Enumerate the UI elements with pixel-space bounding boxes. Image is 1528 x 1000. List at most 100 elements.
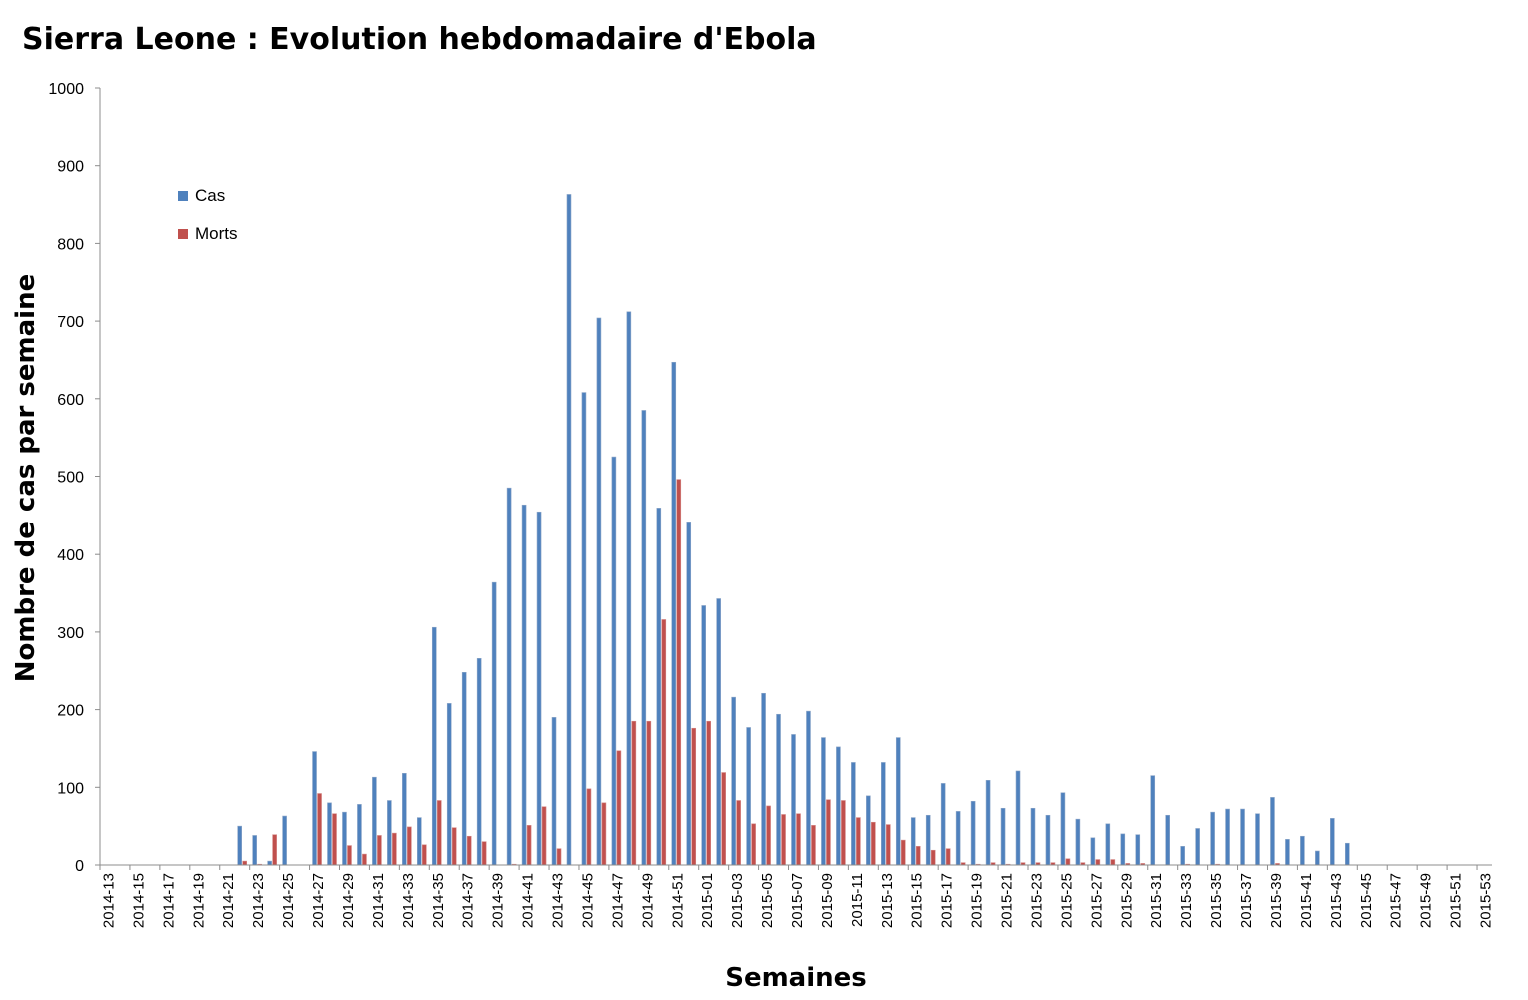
bar-cas-2015-18 — [955, 811, 961, 866]
x-tick-label: 2014-25 — [280, 873, 297, 928]
x-tick-label: 2015-27 — [1088, 873, 1105, 928]
bar-cas-2015-41 — [1300, 835, 1305, 866]
x-tick-label: 2015-47 — [1388, 873, 1405, 928]
bar-cas-2015-07 — [791, 734, 796, 866]
x-tick-label: 2014-31 — [370, 873, 387, 928]
bar-cas-2014-49 — [641, 410, 647, 866]
x-tick-label: 2014-21 — [220, 873, 237, 928]
bar-cas-2015-30 — [1135, 834, 1141, 866]
bar-cas-2015-14 — [895, 737, 901, 866]
x-tick-label: 2014-41 — [520, 873, 537, 928]
bar-morts-2015-07 — [796, 813, 801, 866]
bar-cas-2015-13 — [881, 762, 886, 866]
x-tick-label: 2014-43 — [550, 873, 567, 928]
bar-morts-2015-17 — [945, 848, 951, 866]
bar-cas-2014-22 — [237, 825, 242, 866]
x-tick-label: 2015-13 — [879, 873, 896, 928]
y-tick-label: 500 — [57, 470, 84, 487]
bar-morts-2014-34 — [422, 844, 427, 866]
bar-morts-2014-30 — [362, 853, 367, 866]
bar-morts-2015-06 — [781, 814, 786, 866]
x-tick-label: 2015-37 — [1238, 873, 1255, 928]
bar-morts-2014-51 — [676, 479, 682, 866]
x-tick-label: 2015-43 — [1328, 873, 1345, 928]
bar-cas-2014-41 — [521, 504, 527, 866]
x-tick-label: 2015-15 — [909, 873, 926, 928]
bar-morts-2014-45 — [586, 788, 592, 866]
bar-morts-2014-29 — [347, 845, 352, 866]
bar-morts-2014-38 — [481, 841, 487, 866]
bar-cas-2015-21 — [1000, 807, 1006, 866]
x-tick-label: 2015-49 — [1418, 873, 1435, 928]
legend-swatch-morts — [178, 229, 188, 239]
bar-cas-2015-40 — [1285, 839, 1290, 866]
legend-item-morts: Morts — [178, 224, 238, 244]
bar-cas-2014-32 — [387, 800, 392, 866]
x-tick-label: 2014-51 — [669, 873, 686, 928]
y-tick-label: 900 — [57, 159, 84, 176]
bar-cas-2014-24 — [267, 860, 272, 866]
bar-morts-2014-32 — [392, 832, 397, 866]
bar-cas-2014-25 — [282, 815, 287, 866]
bar-morts-2014-27 — [317, 793, 322, 866]
bar-morts-2015-10 — [841, 800, 846, 866]
x-tick-label: 2014-35 — [430, 873, 447, 928]
bar-morts-2015-11 — [856, 817, 861, 866]
x-tick-label: 2015-19 — [969, 873, 986, 928]
bar-cas-2015-02 — [716, 598, 721, 866]
bar-cas-2015-25 — [1060, 792, 1066, 866]
legend-label-cas: Cas — [195, 186, 226, 205]
bar-morts-2015-04 — [751, 823, 756, 866]
bar-morts-2015-25 — [1065, 858, 1071, 866]
x-tick-label: 2014-37 — [460, 873, 477, 928]
bar-cas-2014-36 — [446, 703, 452, 866]
x-tick-label: 2015-31 — [1148, 873, 1165, 928]
x-tick-label: 2014-19 — [190, 873, 207, 928]
x-tick-label: 2015-35 — [1208, 873, 1225, 928]
x-tick-label: 2015-51 — [1448, 873, 1465, 928]
x-tick-label: 2014-47 — [609, 873, 626, 928]
bar-cas-2014-34 — [417, 817, 422, 866]
bar-morts-2014-33 — [407, 826, 412, 866]
bar-morts-2015-05 — [766, 805, 771, 866]
bar-cas-2014-29 — [342, 811, 347, 866]
y-tick-label: 200 — [57, 703, 84, 720]
bar-cas-2014-39 — [491, 581, 497, 866]
legend-item-cas: Cas — [178, 186, 225, 206]
bar-cas-2014-48 — [626, 311, 632, 866]
bar-cas-2015-11 — [851, 762, 856, 866]
bar-morts-2014-52 — [691, 727, 697, 866]
bar-cas-2015-38 — [1255, 813, 1260, 866]
x-tick-label: 2015-01 — [699, 873, 716, 928]
x-tick-label: 2015-23 — [1028, 873, 1045, 928]
bar-cas-2014-43 — [551, 717, 557, 866]
x-tick-label: 2015-05 — [759, 873, 776, 928]
bar-morts-2014-28 — [332, 813, 337, 866]
bar-cas-2015-36 — [1225, 808, 1230, 866]
bar-cas-2015-35 — [1210, 811, 1215, 866]
x-tick-label: 2014-13 — [100, 873, 117, 928]
chart-title: Sierra Leone : Evolution hebdomadaire d'… — [22, 22, 817, 57]
bar-morts-2015-15 — [915, 846, 921, 866]
bar-cas-2015-44 — [1345, 842, 1350, 866]
x-tick-label: 2015-39 — [1268, 873, 1285, 928]
bar-cas-2014-37 — [461, 671, 467, 866]
x-axis-label: Semaines — [725, 963, 867, 993]
bar-cas-2015-24 — [1045, 814, 1051, 866]
y-tick-label: 0 — [75, 858, 84, 875]
legend-label-morts: Morts — [195, 224, 238, 243]
bar-morts-2015-02 — [721, 772, 726, 866]
bar-cas-2015-29 — [1120, 833, 1126, 866]
bar-cas-2015-10 — [836, 746, 841, 866]
x-tick-label: 2015-17 — [939, 873, 956, 928]
bar-morts-2015-16 — [930, 849, 936, 866]
bar-cas-2015-16 — [925, 814, 931, 866]
bar-morts-2014-47 — [616, 750, 622, 866]
bar-cas-2015-27 — [1090, 837, 1096, 866]
x-tick-label: 2014-49 — [639, 873, 656, 928]
bar-morts-2015-01 — [706, 720, 711, 866]
bar-morts-2014-43 — [556, 848, 562, 866]
bar-cas-2015-32 — [1165, 814, 1170, 866]
x-tick-label: 2015-09 — [819, 873, 836, 928]
